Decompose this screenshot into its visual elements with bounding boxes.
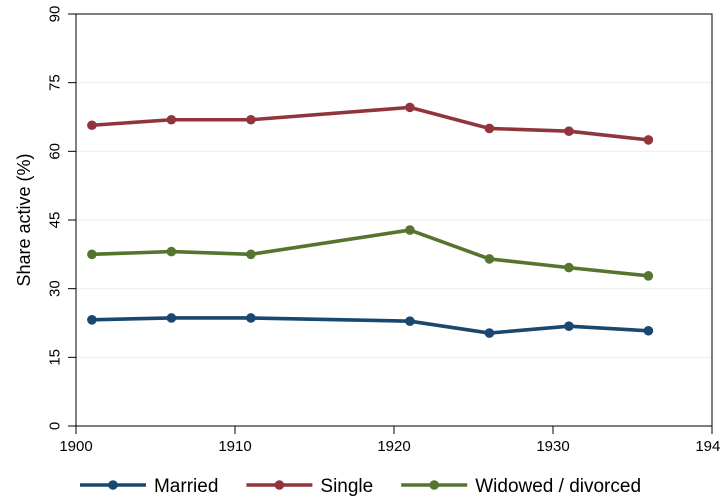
axes: 0 15 30 45 60 75 90 1900 1910 1920 1930 1940 bbox=[47, 6, 721, 455]
data-point-single bbox=[564, 126, 574, 136]
y-tick-label: 45 bbox=[47, 212, 64, 229]
data-point-married bbox=[166, 313, 177, 323]
y-tick-label: 75 bbox=[47, 74, 64, 91]
data-point-single bbox=[405, 102, 415, 113]
x-tick-label: 1910 bbox=[218, 438, 251, 455]
data-point-widowed-divorced bbox=[564, 262, 574, 273]
data-point-widowed-divorced bbox=[643, 271, 654, 281]
series-widowed-divorced bbox=[87, 225, 654, 281]
data-point-widowed-divorced bbox=[246, 249, 256, 260]
series bbox=[87, 102, 654, 338]
y-tick-label: 90 bbox=[47, 6, 64, 23]
legend: Married Single Widowed / divorced bbox=[79, 476, 641, 497]
data-point-married bbox=[484, 328, 495, 338]
data-point-single bbox=[246, 114, 256, 125]
x-tick-label: 1940 bbox=[695, 438, 721, 455]
y-tick-label: 60 bbox=[47, 143, 64, 160]
y-tick-label: 30 bbox=[47, 280, 64, 297]
data-point-widowed-divorced bbox=[405, 225, 415, 235]
data-point-single bbox=[87, 120, 97, 131]
y-tick-label: 0 bbox=[47, 422, 64, 430]
series-married bbox=[87, 313, 654, 338]
legend-label: Widowed / divorced bbox=[475, 476, 641, 497]
data-point-married bbox=[405, 316, 415, 326]
series-single bbox=[87, 102, 654, 145]
legend-label: Single bbox=[320, 476, 373, 497]
legend-label: Married bbox=[154, 476, 218, 497]
data-point-married bbox=[564, 321, 574, 332]
data-point-widowed-divorced bbox=[166, 246, 177, 257]
data-point-married bbox=[246, 313, 256, 323]
y-axis-title: Share active (%) bbox=[14, 153, 34, 286]
legend-marker-single bbox=[274, 480, 285, 490]
legend-marker-widowed-divorced bbox=[429, 480, 440, 490]
data-point-widowed-divorced bbox=[484, 254, 495, 264]
data-point-widowed-divorced bbox=[87, 249, 97, 260]
y-tick-label: 15 bbox=[47, 349, 64, 366]
data-point-single bbox=[166, 114, 177, 125]
data-point-married bbox=[643, 325, 654, 336]
data-point-married bbox=[87, 314, 97, 325]
x-tick-label: 1920 bbox=[377, 438, 410, 455]
legend-marker-married bbox=[108, 480, 118, 490]
x-tick-label: 1900 bbox=[59, 438, 92, 455]
x-tick-label: 1930 bbox=[536, 438, 569, 455]
data-point-single bbox=[643, 135, 654, 145]
data-point-single bbox=[484, 123, 495, 134]
